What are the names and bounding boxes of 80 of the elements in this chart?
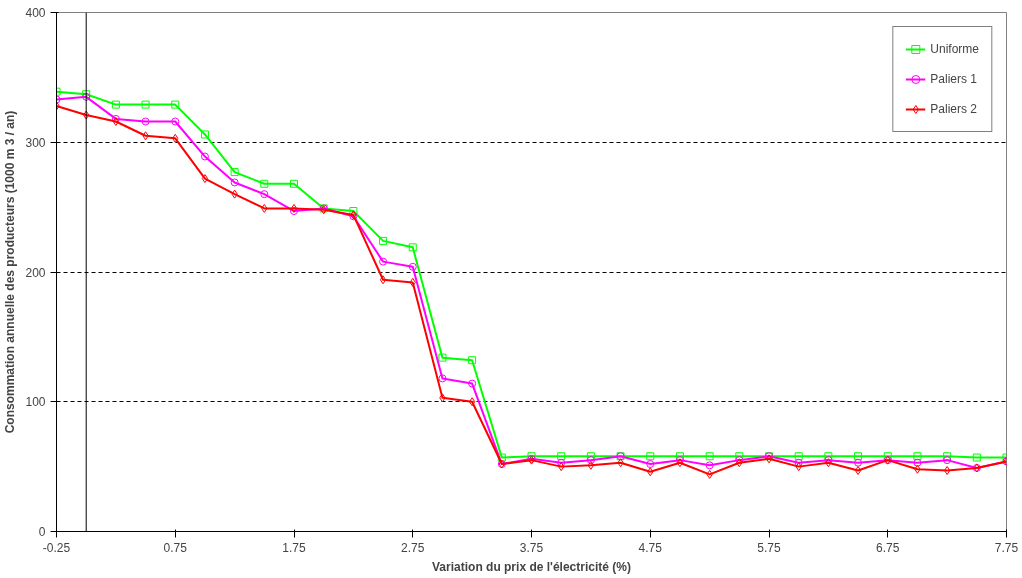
point <box>141 117 150 126</box>
point <box>408 262 417 271</box>
point <box>408 243 417 252</box>
point <box>438 353 447 362</box>
point <box>260 179 269 188</box>
point <box>706 469 713 479</box>
point <box>438 374 447 383</box>
point <box>824 452 833 461</box>
y-tick-label: 200 <box>25 265 46 280</box>
point <box>943 466 951 476</box>
x-tick-label: 6.75 <box>876 540 900 555</box>
y-tick-label: 400 <box>25 6 46 20</box>
y-tick-label: 100 <box>25 395 46 410</box>
point <box>141 100 150 109</box>
point <box>379 275 387 285</box>
point <box>854 466 862 476</box>
point <box>468 379 477 388</box>
legend-label: Paliers 2 <box>930 102 977 116</box>
x-tick-label: 2.75 <box>401 540 425 555</box>
point <box>854 458 863 467</box>
point <box>972 453 981 462</box>
point <box>260 190 269 199</box>
point <box>914 464 921 474</box>
point <box>379 236 388 245</box>
y-axis-title: Consommation annuelle des producteurs (1000 m 3 / an) <box>3 110 18 434</box>
point <box>883 452 892 461</box>
point <box>171 117 180 126</box>
point <box>646 460 655 469</box>
point <box>854 452 863 461</box>
point <box>409 277 416 287</box>
point <box>83 110 90 120</box>
point <box>171 100 180 109</box>
point <box>468 356 477 365</box>
point <box>439 393 446 403</box>
point <box>230 168 239 177</box>
point <box>379 257 388 266</box>
point <box>913 452 922 461</box>
point <box>795 462 802 472</box>
point <box>617 458 624 468</box>
x-tick-label: 7.75 <box>994 540 1019 555</box>
legend-label: Uniforme <box>930 42 979 56</box>
point <box>172 133 179 143</box>
x-tick-label: 3.75 <box>519 540 544 555</box>
point <box>468 397 476 407</box>
point <box>735 452 744 461</box>
point <box>586 456 595 465</box>
point <box>794 452 803 461</box>
point <box>201 174 209 184</box>
point <box>290 179 298 188</box>
point <box>943 456 952 465</box>
point <box>646 452 655 461</box>
x-tick-label: 4.75 <box>638 540 663 555</box>
point <box>142 131 149 141</box>
x-axis-title: Variation du prix de l'électricité (%) <box>432 559 631 574</box>
point <box>586 452 595 461</box>
x-tick-label: 5.75 <box>757 540 781 555</box>
legend-label: Paliers 1 <box>930 72 977 86</box>
y-tick-label: 300 <box>25 135 46 150</box>
point <box>290 203 298 213</box>
point <box>587 460 595 470</box>
point <box>497 453 506 462</box>
point <box>231 189 238 199</box>
point <box>200 152 209 161</box>
point <box>230 178 239 187</box>
y-tick-label: 0 <box>38 525 46 539</box>
point <box>200 130 209 139</box>
x-tick-label: 0.75 <box>163 540 188 555</box>
point <box>558 462 565 472</box>
point <box>647 467 654 477</box>
point <box>943 452 952 461</box>
point <box>557 452 566 461</box>
point <box>913 458 922 467</box>
point <box>675 452 684 461</box>
point <box>261 203 268 213</box>
point <box>705 452 714 461</box>
point <box>705 461 714 470</box>
x-tick-label: -0.25 <box>42 540 71 555</box>
point <box>349 207 358 216</box>
point <box>111 100 120 109</box>
x-tick-label: 1.75 <box>282 540 306 555</box>
